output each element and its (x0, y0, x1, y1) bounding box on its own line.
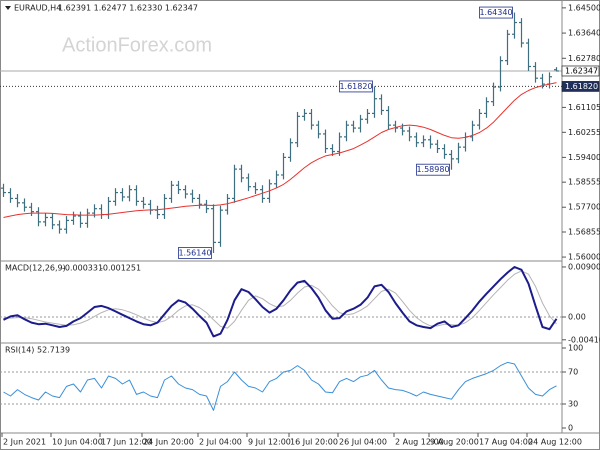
annotation-box (178, 247, 212, 259)
y-tick-label: 70 (568, 368, 578, 377)
rsi-title: RSI(14) (5, 346, 34, 355)
x-tick-label: 24 Jun 20:00 (143, 438, 194, 447)
y-tick-label: 0.00 (568, 313, 586, 322)
y-tick-label: 100 (568, 344, 583, 353)
x-tick-label: 17 Aug 04:00 (479, 438, 533, 447)
annotation-box (416, 163, 450, 176)
indicator-line (3, 270, 557, 329)
y-tick-label: 1.60255 (568, 128, 600, 137)
menu-arrow[interactable] (5, 6, 11, 10)
x-tick-label: 2 Jul 04:00 (199, 438, 242, 447)
x-tick-label: 2 Aug 12:00 (395, 438, 444, 447)
indicator-line (3, 266, 558, 338)
y-tick-label: 30 (568, 400, 578, 409)
y-tick-label: 1.59400 (568, 153, 600, 162)
y-tick-label: 0.009005 (568, 262, 600, 271)
annotation-label: 1.64340 (479, 8, 512, 17)
y-tick-label: 1.58555 (568, 178, 600, 187)
x-tick-label: 17 Jun 12:00 (101, 438, 152, 447)
annotation-label: 1.56140 (178, 248, 211, 257)
y-tick-label: 1.64500 (568, 3, 600, 12)
annotation-box (339, 80, 373, 93)
y-tick-label: -0.004104 (568, 335, 600, 344)
price-level-box (561, 81, 600, 92)
macd-signal-value: -0.001251 (100, 264, 141, 273)
symbol: EURAUD,H4 (14, 4, 61, 13)
y-tick-label: 1.56855 (568, 228, 600, 237)
price-level-label: 1.61820 (565, 82, 598, 91)
x-tick-label: 24 Aug 12:00 (528, 438, 582, 447)
x-tick-label: 9 Jul 12:00 (248, 438, 291, 447)
price-level-box (561, 65, 600, 77)
annotation-label: 1.61820 (339, 82, 372, 91)
x-tick-label: 2 Jun 2021 (3, 438, 46, 447)
price-level-label: 1.62347 (565, 66, 598, 75)
y-tick-label: 1.62780 (568, 54, 600, 63)
x-tick-label: 10 Jun 04:00 (52, 438, 103, 447)
annotation-box (479, 6, 513, 19)
moving-average (3, 82, 557, 218)
y-tick-label: 1.63640 (568, 29, 600, 38)
macd-value: -0.000331 (62, 264, 103, 273)
indicator-line (3, 361, 557, 411)
y-tick-label: 1.57700 (568, 203, 600, 212)
x-tick-label: 9 Aug 20:00 (430, 438, 479, 447)
x-tick-label: 16 Jul 20:00 (290, 438, 338, 447)
y-tick-label: 1.61105 (568, 103, 600, 112)
watermark: ActionForex.com (62, 34, 212, 56)
y-tick-label: 0 (568, 424, 573, 433)
y-tick-label: 1.56000 (568, 253, 600, 262)
annotation-label: 1.58980 (416, 165, 449, 174)
rsi-value: 52.7139 (37, 346, 70, 355)
x-tick-label: 26 Jul 04:00 (339, 438, 387, 447)
macd-title: MACD(12,26,9) (5, 264, 66, 273)
header-values: 1.62391 1.62477 1.62330 1.62347 (58, 4, 198, 13)
